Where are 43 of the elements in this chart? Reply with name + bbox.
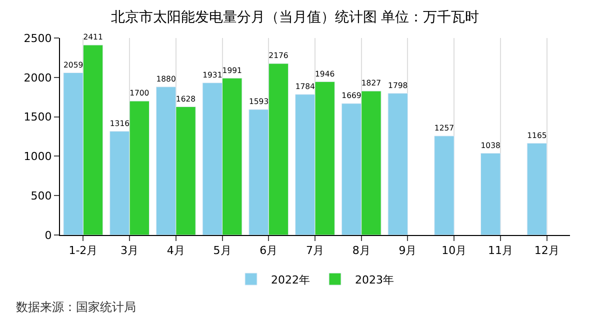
data-label: 1257 — [434, 124, 454, 133]
data-label: 1593 — [248, 97, 269, 106]
data-label: 1165 — [527, 130, 547, 140]
data-label: 1827 — [361, 78, 382, 88]
bar — [388, 93, 408, 235]
x-tick-label: 12月 — [534, 244, 560, 258]
x-tick-label: 9月 — [398, 244, 417, 258]
x-tick-label: 1-2月 — [68, 244, 98, 258]
x-tick-label: 6月 — [260, 244, 278, 258]
bar — [434, 136, 454, 235]
source-note: 数据来源：国家统计局 — [16, 300, 136, 314]
y-tick-label: 500 — [30, 189, 52, 202]
chart-title: 北京市太阳能发电量分月（当月值）统计图 单位：万千瓦时 — [110, 9, 480, 26]
bar — [480, 152, 501, 235]
x-tick-label: 10月 — [442, 244, 467, 258]
data-label: 1991 — [222, 66, 242, 75]
data-label: 1316 — [110, 118, 130, 128]
x-tick-label: 4月 — [166, 244, 185, 258]
x-tick-label: 11月 — [488, 244, 513, 258]
y-tick-label: 0 — [44, 228, 52, 242]
data-label: 1798 — [388, 80, 408, 90]
y-tick-label: 1000 — [24, 150, 52, 164]
legend-label: 2023年 — [355, 273, 394, 286]
data-label: 2176 — [268, 51, 288, 60]
x-tick-label: 8月 — [352, 244, 370, 258]
data-label: 1931 — [202, 70, 222, 80]
bar — [526, 142, 548, 235]
y-tick-label: 1500 — [24, 110, 52, 124]
data-label: 1628 — [176, 94, 196, 104]
data-label: 1784 — [295, 82, 316, 92]
x-tick-label: 5月 — [213, 244, 232, 258]
x-tick-label: 3月 — [120, 244, 139, 258]
data-label: 1669 — [342, 91, 362, 100]
data-label: 2059 — [64, 60, 84, 70]
y-tick-label: 2000 — [24, 71, 52, 84]
data-label: 1946 — [315, 69, 335, 78]
y-tick-label: 2500 — [24, 32, 52, 45]
data-label: 2411 — [83, 32, 103, 42]
x-tick-label: 7月 — [306, 244, 324, 258]
data-label: 1700 — [130, 88, 150, 98]
legend-label: 2022年 — [271, 273, 310, 286]
data-label: 1038 — [480, 140, 501, 150]
data-label: 1880 — [156, 74, 176, 84]
